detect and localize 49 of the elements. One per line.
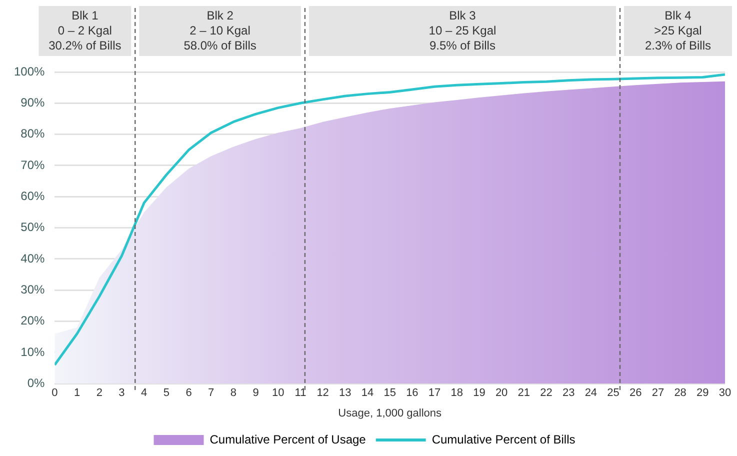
x-tick-label: 1 [74, 387, 80, 400]
x-tick-label: 13 [339, 387, 352, 400]
x-tick-label: 16 [406, 387, 418, 400]
x-tick-label: 6 [186, 387, 192, 400]
x-tick-label: 22 [540, 387, 552, 400]
legend-label: Cumulative Percent of Bills [432, 432, 576, 446]
y-tick-label: 0% [27, 376, 46, 390]
x-tick-label: 8 [230, 387, 237, 400]
x-tick-label: 25 [607, 387, 620, 400]
text: Blk 1 0 – 2 Kgal 30.2% of Bills [48, 8, 122, 52]
y-tick-label: 40% [20, 251, 46, 266]
x-tick-label: 23 [562, 387, 575, 400]
x-tick-label: 26 [630, 387, 642, 400]
x-tick-label: 12 [316, 387, 329, 400]
legend-label: Cumulative Percent of Usage [210, 432, 366, 446]
x-axis-title: Usage, 1,000 gallons [338, 407, 442, 420]
x-tick-label: 18 [450, 387, 463, 400]
y-tick-label: 20% [20, 314, 46, 328]
x-tick-label: 10 [272, 387, 284, 400]
x-tick-label: 14 [361, 387, 374, 400]
x-tick-label: 21 [518, 387, 530, 400]
x-tick-label: 29 [696, 387, 709, 400]
x-tick-label: 19 [473, 387, 486, 400]
y-tick-label: 30% [20, 282, 46, 296]
x-tick-label: 7 [208, 387, 214, 400]
x-tick-label: 5 [163, 387, 170, 400]
y-tick-label: 60% [20, 188, 46, 203]
y-tick-label: 80% [20, 126, 46, 141]
x-tick-label: 20 [495, 387, 508, 400]
x-tick-label: 2 [96, 387, 102, 400]
y-tick-label: 10% [20, 344, 46, 359]
x-tick-label: 27 [652, 387, 664, 400]
y-tick-label: 100% [14, 64, 46, 78]
x-tick-label: 24 [584, 387, 598, 400]
text: Blk 3 10 – 25 Kgal 9.5% of Bills [428, 8, 496, 52]
text: Blk 2 2 – 10 Kgal 58.0% of Bills [184, 8, 256, 52]
x-tick-label: 11 [294, 387, 306, 400]
x-tick-label: 28 [674, 387, 686, 400]
y-tick-label: 90% [20, 95, 46, 110]
y-tick-label: 50% [20, 220, 46, 234]
x-tick-label: 30 [718, 387, 732, 400]
text: Blk 4 >25 Kgal 2.3% of Bills [644, 8, 712, 52]
x-tick-label: 3 [118, 387, 125, 400]
x-tick-label: 17 [428, 387, 441, 400]
y-tick-label: 70% [20, 158, 46, 172]
x-tick-label: 9 [252, 387, 259, 400]
x-tick-label: 15 [384, 387, 396, 400]
x-tick-label: 4 [141, 387, 148, 400]
x-tick-label: 0 [52, 387, 58, 400]
